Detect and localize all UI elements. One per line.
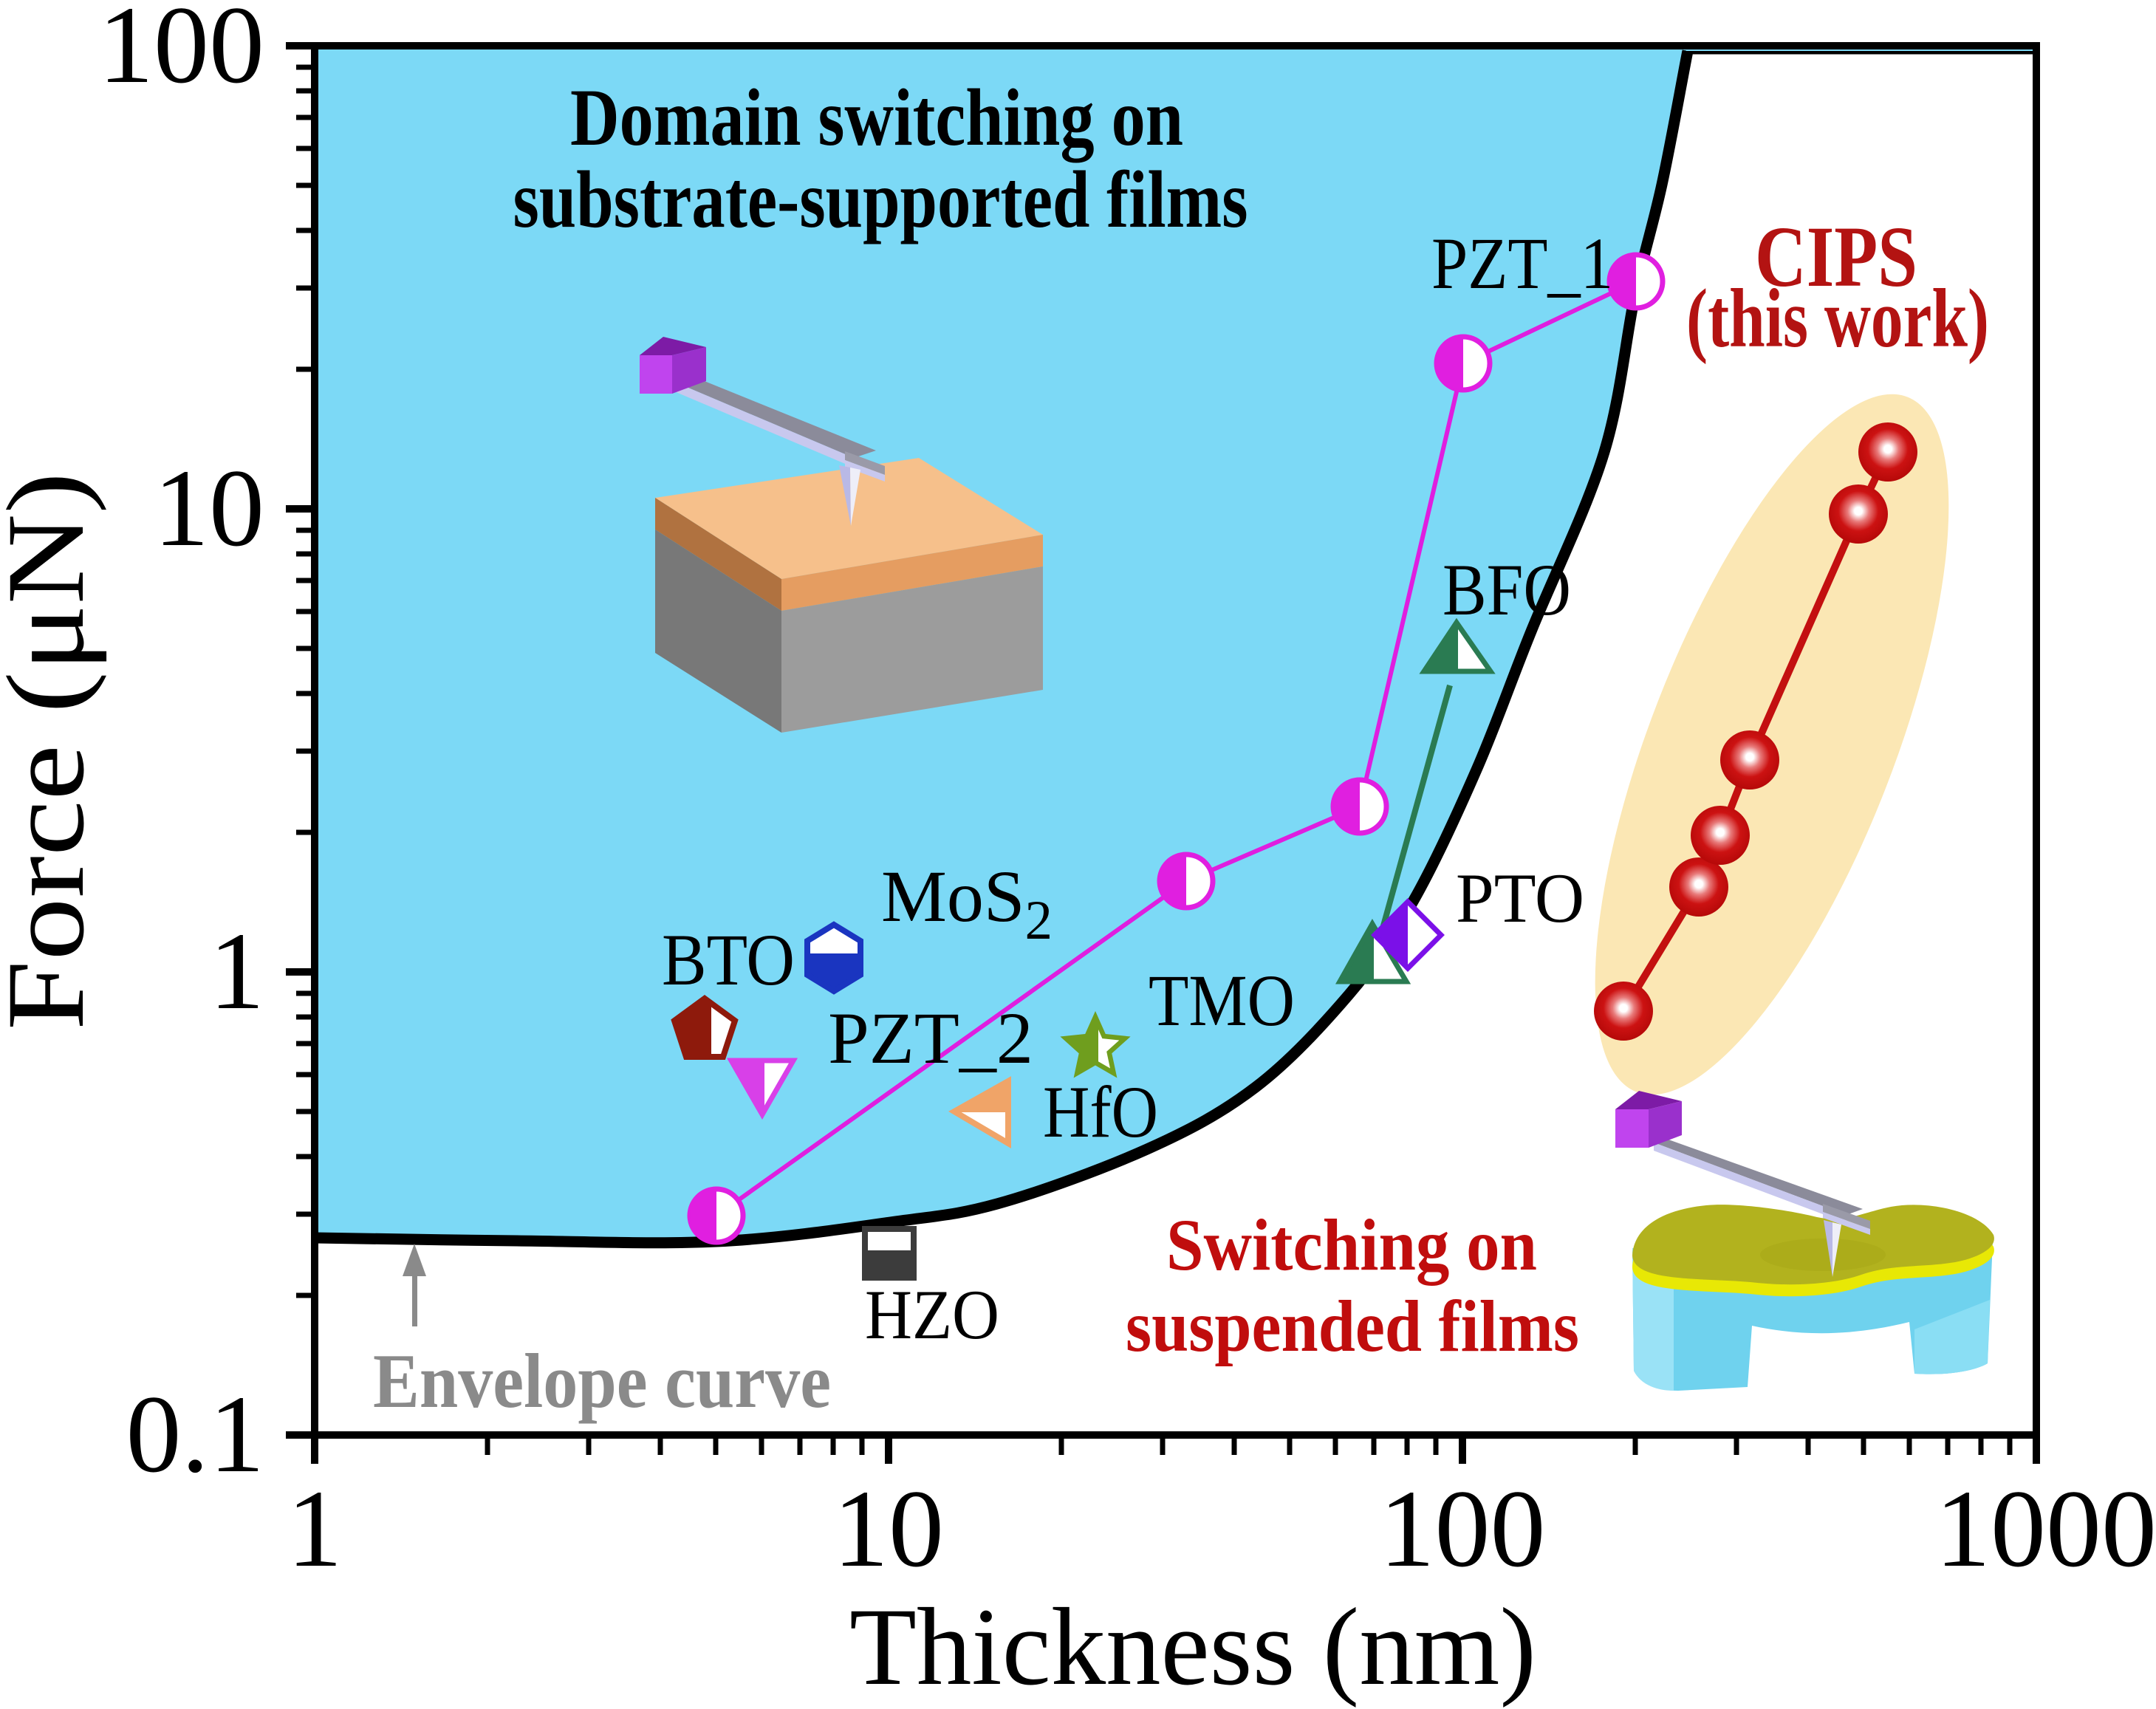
svg-text:HfO: HfO [1043,1071,1158,1153]
svg-text:MoS2: MoS2 [881,855,1053,951]
svg-text:substrate-supported films: substrate-supported films [513,154,1248,244]
svg-text:100: 100 [98,0,264,106]
svg-text:Switching on: Switching on [1166,1204,1537,1286]
svg-text:10: 10 [833,1467,944,1590]
svg-text:Thickness (nm): Thickness (nm) [849,1586,1536,1708]
svg-text:TMO: TMO [1149,959,1295,1041]
svg-text:100: 100 [1380,1467,1546,1590]
svg-text:Domain switching on: Domain switching on [570,72,1183,162]
svg-text:PZT_1: PZT_1 [1431,222,1613,304]
svg-text:suspended films: suspended films [1126,1285,1579,1367]
svg-text:BTO: BTO [662,919,795,1001]
svg-text:10: 10 [154,447,264,569]
svg-text:1: 1 [209,910,264,1032]
svg-text:BFO: BFO [1443,549,1571,631]
svg-text:HZO: HZO [865,1275,999,1354]
svg-text:(this work): (this work) [1686,273,1989,365]
svg-text:1: 1 [287,1467,343,1590]
svg-text:CIPS: CIPS [1755,208,1917,305]
svg-text:1000: 1000 [1935,1467,2156,1590]
svg-text:PTO: PTO [1456,859,1584,937]
svg-text:Force (μN): Force (μN) [0,472,107,1030]
svg-text:0.1: 0.1 [126,1373,265,1496]
svg-text:Envelope curve: Envelope curve [373,1338,831,1424]
svg-text:PZT_2: PZT_2 [828,997,1033,1079]
